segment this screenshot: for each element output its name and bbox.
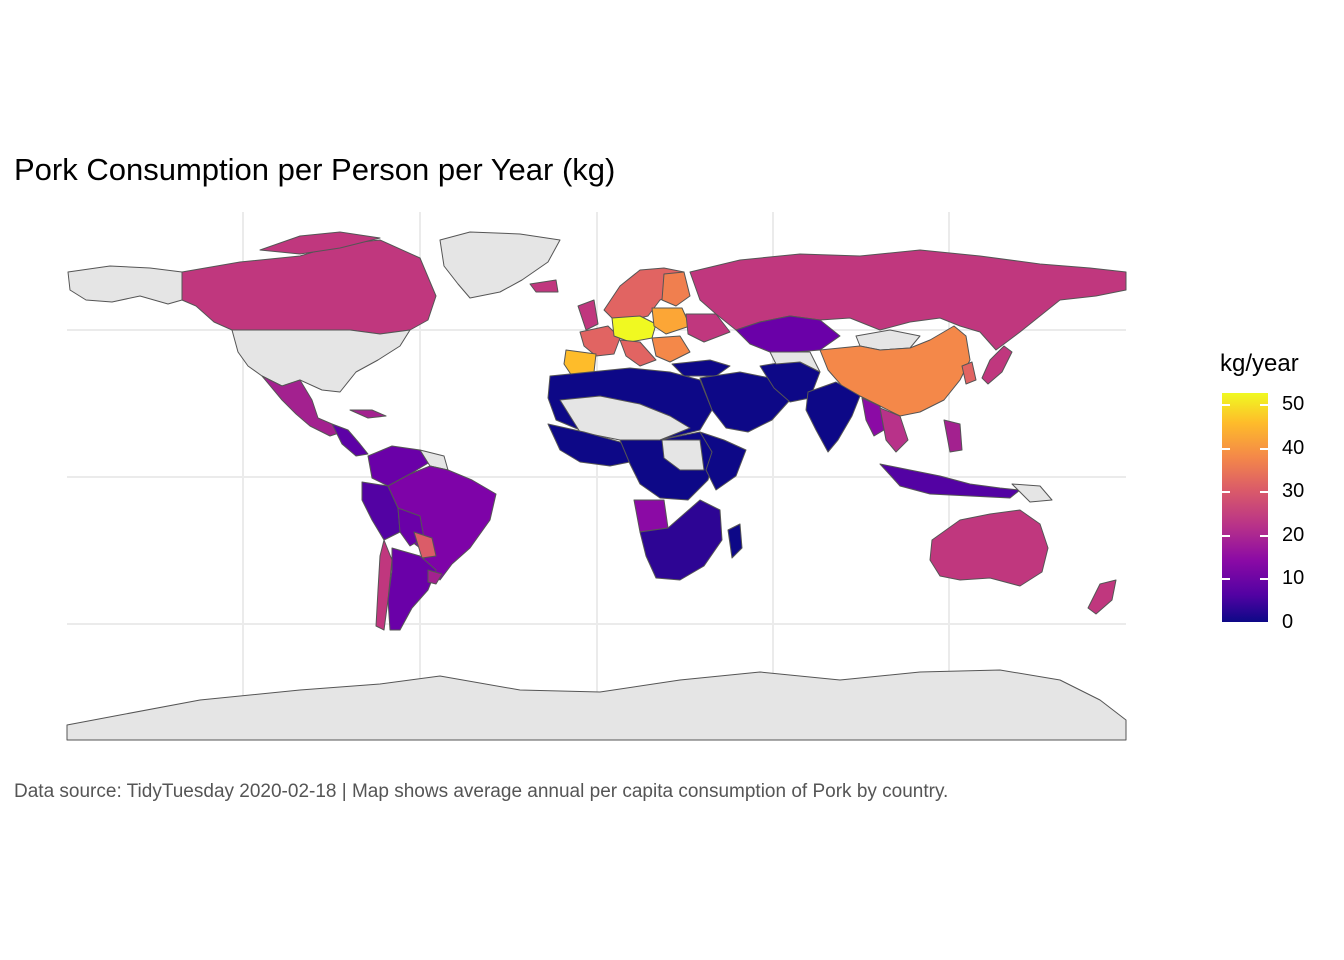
country-middle-east [699,371,791,433]
country-canada-arctic [259,231,381,255]
country-southern-africa [639,499,723,581]
country-korea [961,361,977,385]
country-turkey [671,359,731,377]
country-argentina [387,547,437,631]
country-paraguay [413,531,437,559]
country-philippines [943,419,963,453]
country-greenland [439,231,561,299]
country-india [805,381,861,453]
country-cuba [349,409,387,419]
legend-title: kg/year [1220,350,1299,377]
country-uk [577,299,599,331]
country-sudan-nodata [661,439,705,471]
country-central-asia [769,351,821,373]
country-west-africa [547,423,641,467]
country-japan [981,345,1013,385]
legend-colorbar [1222,393,1268,622]
country-central-america [331,423,369,457]
country-canada [181,239,437,335]
country-angola [633,499,669,533]
legend-label-20: 20 [1282,524,1305,546]
country-uruguay [427,569,443,585]
country-myanmar [861,397,885,437]
caption: Data source: TidyTuesday 2020-02-18 | Ma… [14,781,949,802]
country-kazakhstan [735,315,841,353]
country-antarctica [66,669,1127,741]
legend-label-40: 40 [1282,437,1305,459]
legend-label-10: 10 [1282,567,1305,589]
country-east-africa [699,431,747,491]
legend-label-30: 30 [1282,480,1305,502]
country-france [579,325,621,357]
country-thailand-vietnam [879,407,909,453]
country-balkans [651,335,691,363]
country-italy [619,339,657,367]
country-poland [651,307,691,335]
country-germany [611,315,657,343]
country-iceland [529,279,559,293]
legend-label-50: 50 [1282,393,1305,415]
country-new-zealand [1087,579,1117,615]
legend-label-0: 0 [1282,611,1294,633]
country-australia [929,509,1049,587]
country-chile [375,539,393,631]
country-finland [661,271,691,307]
country-alaska [67,265,183,305]
chart-title: Pork Consumption per Person per Year (kg… [14,152,616,187]
country-png [1011,483,1053,503]
country-madagascar [727,523,743,559]
country-usa [231,329,411,393]
country-venezuela-colombia [367,445,431,487]
country-ukraine [685,313,731,343]
